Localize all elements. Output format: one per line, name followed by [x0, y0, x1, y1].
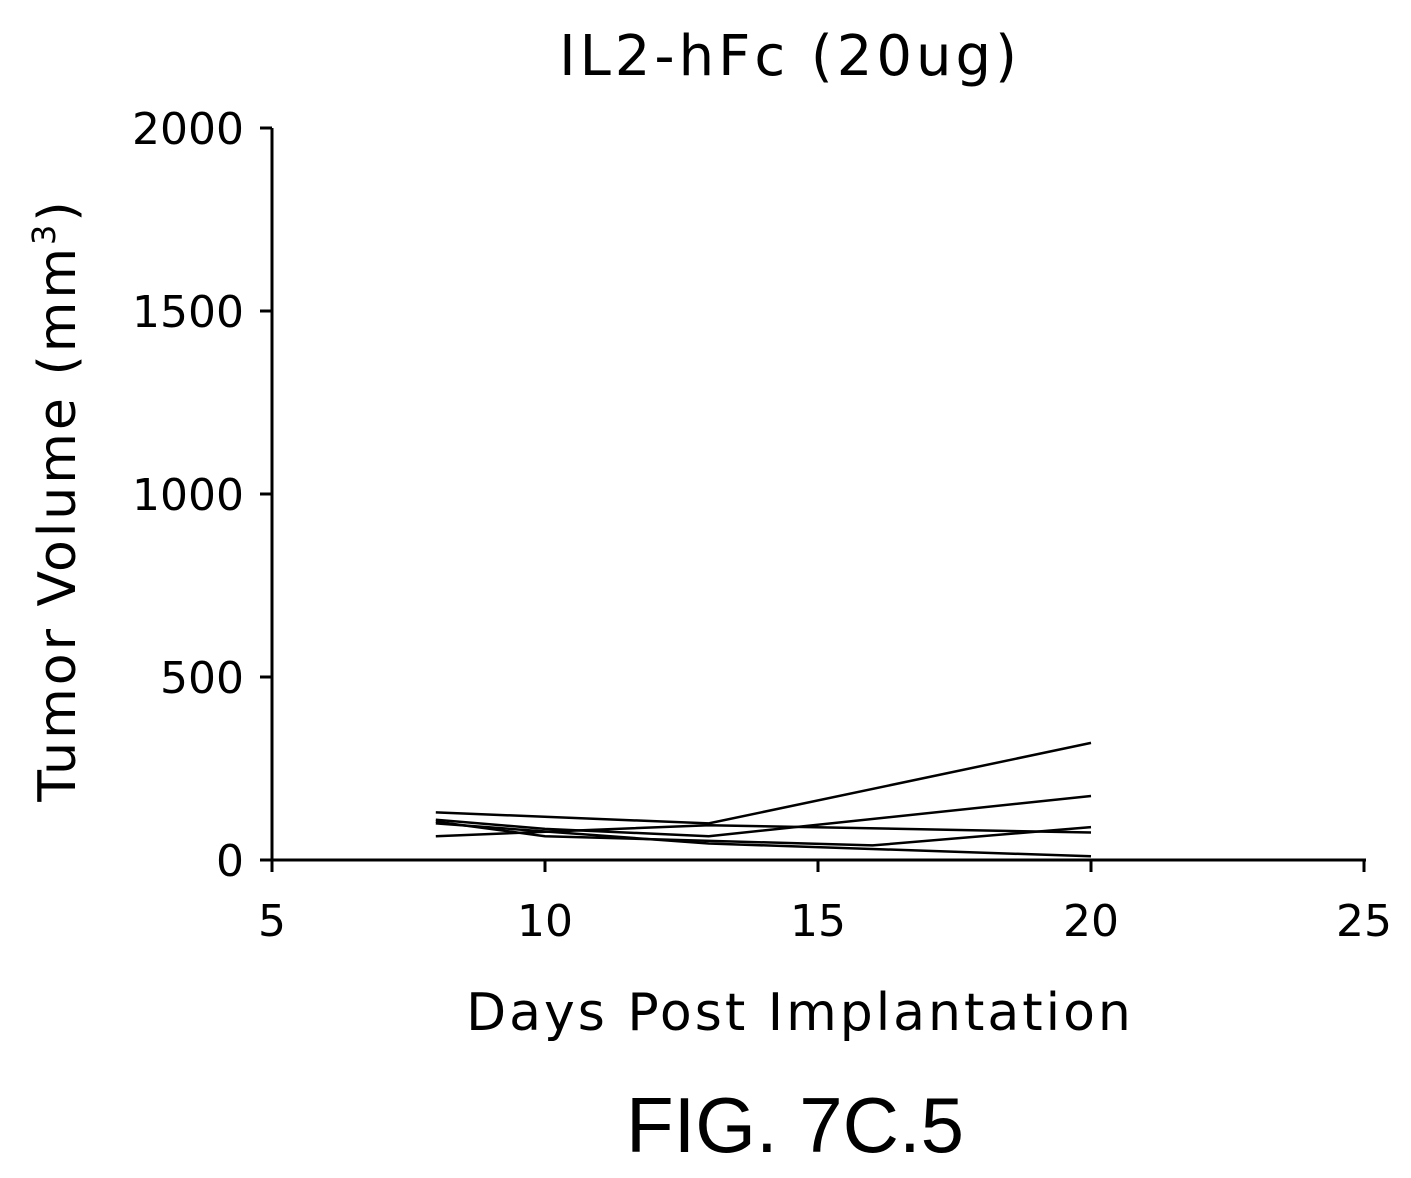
x-axis-label: Days Post Implantation	[466, 983, 1134, 1043]
y-tick-label: 2000	[132, 104, 244, 155]
y-axis-label-main: Tumor Volume (mm	[28, 245, 88, 803]
figure-label: FIG. 7C.5	[626, 1081, 964, 1169]
x-axis-ticks: 5 10 15 20 25	[258, 860, 1392, 947]
chart-title: IL2-hFc (20ug)	[559, 24, 1021, 89]
y-tick-label: 500	[160, 653, 244, 704]
x-tick-label: 25	[1336, 896, 1392, 947]
y-tick-label: 1500	[132, 287, 244, 338]
series-lines	[435, 741, 1092, 858]
y-axis-ticks: 0 500 1000 1500 2000	[132, 104, 272, 887]
y-axis-label: Tumor Volume (mm3)	[25, 198, 88, 802]
y-tick-label: 0	[216, 836, 244, 887]
x-tick-label: 10	[517, 896, 573, 947]
y-tick-label: 1000	[132, 470, 244, 521]
series-line-1	[435, 741, 1092, 825]
y-axis-label-suffix: )	[28, 198, 88, 221]
series-line-2	[435, 794, 1092, 838]
x-tick-label: 20	[1063, 896, 1119, 947]
series-line-4	[435, 823, 1092, 838]
x-tick-label: 15	[790, 896, 846, 947]
y-axis-label-superscript: 3	[25, 222, 63, 245]
series-line-3	[435, 820, 1092, 847]
x-tick-label: 5	[258, 896, 286, 947]
series-line-5	[435, 822, 1092, 858]
